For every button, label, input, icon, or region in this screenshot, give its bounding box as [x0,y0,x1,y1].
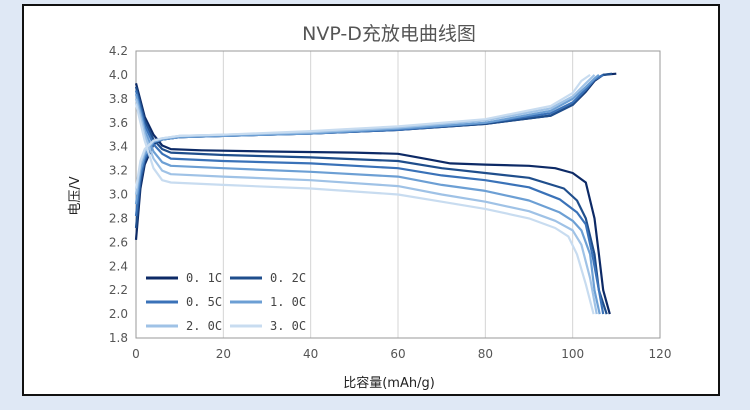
legend-label: 1. 0C [270,295,306,309]
y-tick-label: 3.6 [109,116,128,130]
legend-label: 0. 5C [186,295,222,309]
series-3-discharge-line [134,93,601,315]
series-0-discharge-line [134,83,611,315]
legend-label: 2. 0C [186,319,222,333]
x-tick-label: 20 [216,347,231,361]
series-1-discharge-line [134,86,608,315]
y-tick-label: 2.4 [109,259,128,273]
y-axis-label: 电压/V [68,176,83,215]
series-lines [134,72,617,315]
legend-label: 3. 0C [270,319,306,333]
series-0-charge-line [134,72,617,240]
y-tick-label: 2.6 [109,235,128,249]
y-tick-label: 3.2 [109,164,128,178]
legend-label: 0. 1C [186,271,222,285]
chart-svg: NVP-D充放电曲线图 电压/V 比容量(mAh/g) 1.8 2.0 2.2 2.4… [68,23,671,391]
x-axis-label: 比容量(mAh/g) [343,375,435,391]
y-tick-label: 3.4 [109,140,128,154]
legend-label: 0. 2C [270,271,306,285]
chart-frame: NVP-D充放电曲线图 电压/V 比容量(mAh/g) 1.8 2.0 2.2 2.4… [22,4,720,396]
x-tick-label: 120 [649,347,672,361]
x-axis-ticks: 0 20 40 60 80 100 120 [132,347,671,361]
x-tick-label: 100 [561,347,584,361]
y-tick-label: 1.8 [109,331,128,345]
series-2-discharge-line [134,90,605,315]
x-tick-label: 0 [132,347,140,361]
series-2-charge-line [134,73,604,217]
y-tick-label: 2.0 [109,307,128,321]
y-tick-label: 2.2 [109,283,128,297]
y-tick-label: 4.0 [109,68,128,82]
x-tick-label: 40 [303,347,318,361]
chart-title: NVP-D充放电曲线图 [302,23,476,45]
y-tick-label: 2.8 [109,211,128,225]
y-tick-label: 3.8 [109,92,128,106]
series-4-discharge-line [134,98,598,315]
y-axis-ticks: 1.8 2.0 2.2 2.4 2.6 2.8 3.0 3.2 3.4 3.6 3.8 4.0 4.2 [109,44,128,345]
x-tick-label: 80 [478,347,493,361]
y-tick-label: 3.0 [109,188,128,202]
x-tick-label: 60 [390,347,405,361]
series-5-discharge-line [134,103,595,315]
y-tick-label: 4.2 [109,44,128,58]
legend: 0. 1C 0. 2C 0. 5C 1. 0C 2. 0C 3. 0C [146,271,306,333]
